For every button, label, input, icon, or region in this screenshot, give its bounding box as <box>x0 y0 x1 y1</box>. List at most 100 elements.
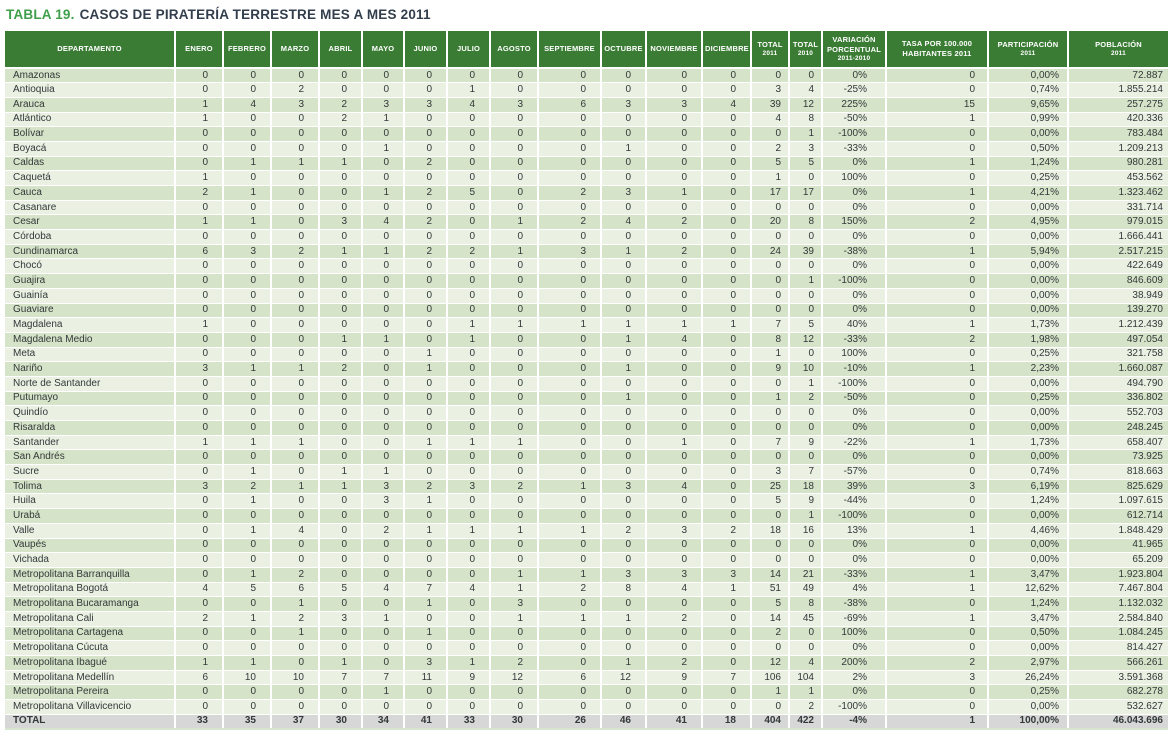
value-cell: 0 <box>175 699 224 715</box>
value-cell: 0 <box>490 82 539 98</box>
value-cell: 2 <box>319 97 363 113</box>
value-cell: 7 <box>404 582 448 598</box>
value-cell: 2 <box>175 185 224 201</box>
value-cell: 0% <box>822 185 887 201</box>
value-cell: 0 <box>538 170 602 186</box>
value-cell: 6,19% <box>988 479 1069 495</box>
value-cell: 0 <box>702 68 752 84</box>
value-cell: 0 <box>751 508 790 524</box>
value-cell: 0 <box>319 141 363 157</box>
value-cell: 0 <box>886 376 989 392</box>
value-cell: 21 <box>789 567 823 583</box>
value-cell: 0 <box>447 508 491 524</box>
value-cell: 0 <box>175 538 224 554</box>
value-cell: 0 <box>404 303 448 319</box>
value-cell: 0,50% <box>988 626 1069 642</box>
value-cell: 0 <box>271 449 320 466</box>
value-cell: 0 <box>223 273 272 289</box>
value-cell: 0 <box>646 640 703 656</box>
value-cell: 0 <box>404 391 448 407</box>
value-cell: 1 <box>538 611 602 627</box>
value-cell: 1 <box>271 596 320 612</box>
table-row: Metropolitana Ibagué 1 1 0 1 0 3 1 2 0 1 2 0 12 4 200% 2… <box>5 655 1168 671</box>
value-cell: 0% <box>822 288 887 304</box>
page-title: TABLA 19. CASOS DE PIRATERÍA TERRESTRE ME… <box>6 7 1168 22</box>
table-row: Antioquia 0 0 2 0 0 0 1 0 0 0 0 0 3 4 -25% 0 0,74% 1.855.2… <box>5 82 1168 98</box>
value-cell: 73.925 <box>1068 449 1168 466</box>
value-cell: 0 <box>751 200 790 216</box>
department-cell: Metropolitana Cartagena <box>5 626 176 642</box>
value-cell: 0 <box>362 435 405 451</box>
value-cell: 0 <box>490 361 539 377</box>
value-cell: 0 <box>538 229 602 245</box>
value-cell: 3 <box>789 141 823 157</box>
value-cell: 0 <box>404 508 448 524</box>
value-cell: 0 <box>601 538 647 554</box>
value-cell: 0,00% <box>988 699 1069 715</box>
value-cell: 0 <box>362 317 405 333</box>
value-cell: 1,24% <box>988 596 1069 612</box>
value-cell: 0 <box>702 376 752 392</box>
value-cell: 3 <box>404 97 448 113</box>
value-cell: 0% <box>822 156 887 172</box>
value-cell: 1,24% <box>988 493 1069 510</box>
department-cell: Antioquia <box>5 82 176 98</box>
value-cell: 0 <box>362 567 405 583</box>
value-cell: 0 <box>789 258 823 275</box>
value-cell: 0 <box>751 538 790 554</box>
table-row: Metropolitana Cartagena 0 0 1 0 0 1 0 0 0 0 0 0 2 0 100… <box>5 626 1168 642</box>
value-cell: 4,95% <box>988 214 1069 231</box>
value-cell: 0 <box>702 640 752 656</box>
value-cell: 1 <box>490 317 539 333</box>
value-cell: 0 <box>538 376 602 392</box>
table-header-row: DEPARTAMENTO ENERO FEBRERO MARZO ABRIL MAYO JU… <box>5 31 1168 69</box>
value-cell: 0 <box>646 82 703 98</box>
value-cell: 0 <box>886 538 989 554</box>
value-cell: 0 <box>175 449 224 466</box>
value-cell: -100% <box>822 508 887 524</box>
value-cell: 0 <box>490 303 539 319</box>
value-cell: 5 <box>319 582 363 598</box>
value-cell: 0 <box>362 170 405 186</box>
value-cell: 0 <box>362 640 405 656</box>
value-cell: 100% <box>822 170 887 186</box>
value-cell: 0 <box>319 420 363 436</box>
value-cell: 0 <box>319 68 363 84</box>
value-cell: 0 <box>404 273 448 289</box>
value-cell: 0 <box>175 640 224 656</box>
value-cell: 104 <box>789 670 823 686</box>
value-cell: 0 <box>702 347 752 363</box>
value-cell: 0 <box>538 684 602 701</box>
value-cell: 0 <box>404 567 448 583</box>
value-cell: 3,47% <box>988 567 1069 583</box>
value-cell: 0 <box>223 508 272 524</box>
value-cell: 0 <box>362 273 405 289</box>
value-cell: 0 <box>223 347 272 363</box>
value-cell: 1 <box>886 567 989 583</box>
value-cell: -44% <box>822 493 887 510</box>
value-cell: 0 <box>601 596 647 612</box>
value-cell: 1 <box>447 523 491 539</box>
value-cell: 1 <box>223 611 272 627</box>
value-cell: 0 <box>271 214 320 231</box>
value-cell: 0 <box>751 126 790 142</box>
table-row: Risaralda 0 0 0 0 0 0 0 0 0 0 0 0 0 0 0% 0 0,00% 248.245 <box>5 420 1168 436</box>
value-cell: 0 <box>447 449 491 466</box>
value-cell: 1 <box>789 273 823 289</box>
value-cell: 0 <box>362 82 405 98</box>
value-cell: 0 <box>538 112 602 128</box>
value-cell: 1 <box>404 596 448 612</box>
value-cell: 0,00% <box>988 376 1069 392</box>
value-cell: 18 <box>751 523 790 539</box>
value-cell: 0 <box>538 82 602 98</box>
value-cell: 0 <box>223 699 272 715</box>
value-cell: 10 <box>271 670 320 686</box>
value-cell: 0 <box>223 170 272 186</box>
value-cell: 0 <box>702 288 752 304</box>
value-cell: 2 <box>319 361 363 377</box>
department-cell: Metropolitana Pereira <box>5 684 176 701</box>
value-cell: 0 <box>601 347 647 363</box>
value-cell: 1 <box>789 508 823 524</box>
value-cell: 0 <box>271 391 320 407</box>
value-cell: 0 <box>702 141 752 157</box>
